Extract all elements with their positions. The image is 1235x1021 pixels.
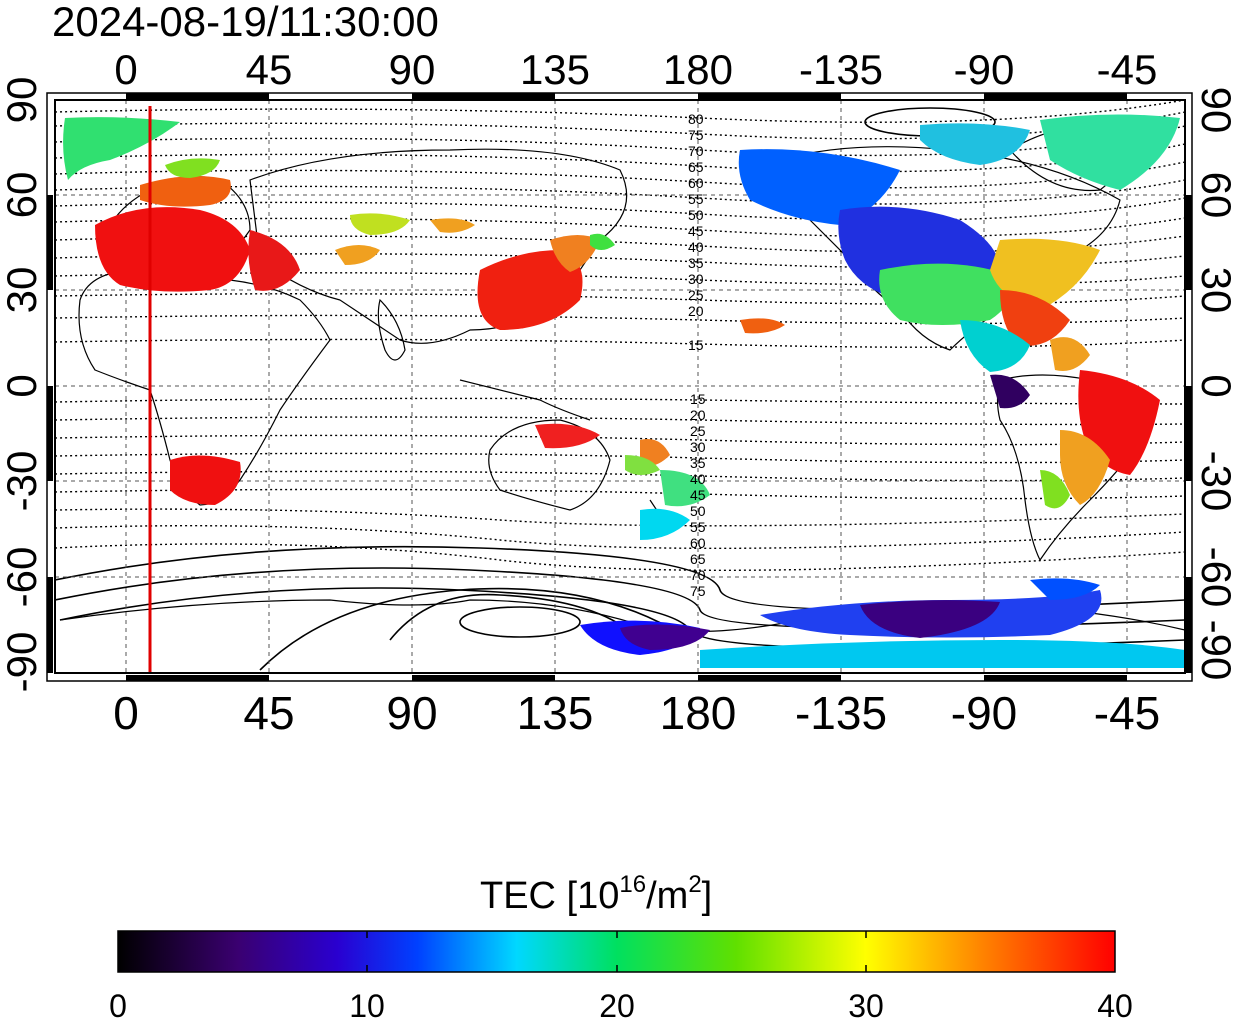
map-area: 8075706560555045403530252015152025303540…: [55, 100, 1185, 673]
magnetic-lat-label: 20: [690, 407, 706, 423]
magnetic-lat-label: 75: [688, 127, 704, 143]
magnetic-lat-label: 25: [688, 287, 704, 303]
magnetic-lat-label: 50: [688, 207, 704, 223]
magnetic-lat-label: 30: [688, 271, 704, 287]
colorbar-title-unit-exponent: 2: [688, 871, 701, 898]
colorbar-tick-label: 0: [109, 988, 127, 1021]
magnetic-lat-label: 80: [688, 111, 704, 127]
map-border: [54, 99, 1186, 674]
colorbar-tick-label: 40: [1097, 988, 1133, 1021]
right-lat-label: 60: [1193, 172, 1235, 219]
top-lon-label: 180: [663, 46, 733, 93]
magnetic-lat-label: 70: [690, 567, 706, 583]
right-lat-label: 90: [1193, 87, 1235, 134]
right-lat-label: -90: [1193, 620, 1235, 681]
magnetic-lat-label: 70: [688, 143, 704, 159]
left-lat-label: 90: [0, 77, 45, 124]
magnetic-lat-label: 30: [690, 439, 706, 455]
colorbar-tick-labels: 0 10 20 30 40: [109, 988, 1133, 1021]
right-lat-label: -30: [1193, 451, 1235, 512]
magnetic-lat-label: 20: [688, 303, 704, 319]
left-lat-label: 60: [0, 172, 45, 219]
magnetic-lat-label: 55: [690, 519, 706, 535]
frame-tick-bars: [47, 93, 1192, 681]
colorbar-title-main: TEC [10: [480, 875, 619, 917]
magnetic-lat-label: 25: [690, 423, 706, 439]
bottom-lon-label: -45: [1094, 687, 1160, 739]
magnetic-lat-label: 75: [690, 583, 706, 599]
right-lat-label: 30: [1193, 267, 1235, 314]
colorbar-title-end: ]: [702, 875, 713, 917]
magnetic-lat-label: 60: [688, 175, 704, 191]
bottom-lon-label: 135: [517, 687, 594, 739]
top-lon-label: -135: [799, 46, 883, 93]
left-lat-label: -60: [0, 547, 45, 608]
map-title: 2024-08-19/11:30:00: [52, 0, 439, 45]
magnetic-lat-label: 55: [688, 191, 704, 207]
bottom-lon-label: -135: [795, 687, 887, 739]
top-lon-label: 0: [114, 46, 137, 93]
magnetic-lat-label: 45: [690, 487, 706, 503]
magnetic-lat-label: 15: [688, 337, 704, 353]
bottom-lon-label: 180: [660, 687, 737, 739]
right-latitude-axis: 90 60 30 0 -30 -60 -90: [1193, 87, 1235, 681]
top-lon-label: 45: [246, 46, 293, 93]
left-lat-label: -30: [0, 451, 45, 512]
colorbar-tick-label: 10: [349, 988, 385, 1021]
colorbar-ticks: [366, 931, 867, 972]
right-lat-label: 0: [1193, 374, 1235, 397]
magnetic-latitude-labels: 8075706560555045403530252015152025303540…: [688, 111, 706, 599]
right-lat-label: -60: [1193, 547, 1235, 608]
magnetic-lat-label: 65: [690, 551, 706, 567]
bottom-lon-label: 45: [243, 687, 294, 739]
top-longitude-axis: 0 45 90 135 180 -135 -90 -45: [114, 46, 1157, 93]
magnetic-lat-label: 35: [690, 455, 706, 471]
magnetic-lat-label: 15: [690, 391, 706, 407]
bottom-longitude-axis: 0 45 90 135 180 -135 -90 -45: [113, 687, 1160, 739]
magnetic-lat-label: 40: [690, 471, 706, 487]
colorbar-title-exponent: 16: [619, 871, 646, 898]
left-lat-label: 30: [0, 267, 45, 314]
colorbar-tick-label: 30: [848, 988, 884, 1021]
left-lat-label: 0: [0, 374, 45, 397]
bottom-lon-label: 0: [113, 687, 139, 739]
magnetic-lat-label: 35: [688, 255, 704, 271]
magnetic-lat-label: 50: [690, 503, 706, 519]
bottom-lon-label: 90: [386, 687, 437, 739]
top-lon-label: 90: [389, 46, 436, 93]
magnetic-lat-label: 65: [688, 159, 704, 175]
magnetic-lat-label: 40: [688, 239, 704, 255]
top-lon-label: 135: [520, 46, 590, 93]
colorbar-tick-label: 20: [599, 988, 635, 1021]
tec-data-overlay: [63, 114, 1185, 668]
left-latitude-axis: 90 60 30 0 -30 -60 -90: [0, 77, 45, 693]
bottom-lon-label: -90: [951, 687, 1017, 739]
colorbar-title: TEC [1016/m2]: [480, 871, 712, 917]
magnetic-lat-label: 60: [690, 535, 706, 551]
left-lat-label: -90: [0, 632, 45, 693]
magnetic-lat-label: 45: [688, 223, 704, 239]
top-lon-label: -90: [954, 46, 1015, 93]
colorbar-title-unit: /m: [646, 875, 688, 917]
top-lon-label: -45: [1097, 46, 1158, 93]
